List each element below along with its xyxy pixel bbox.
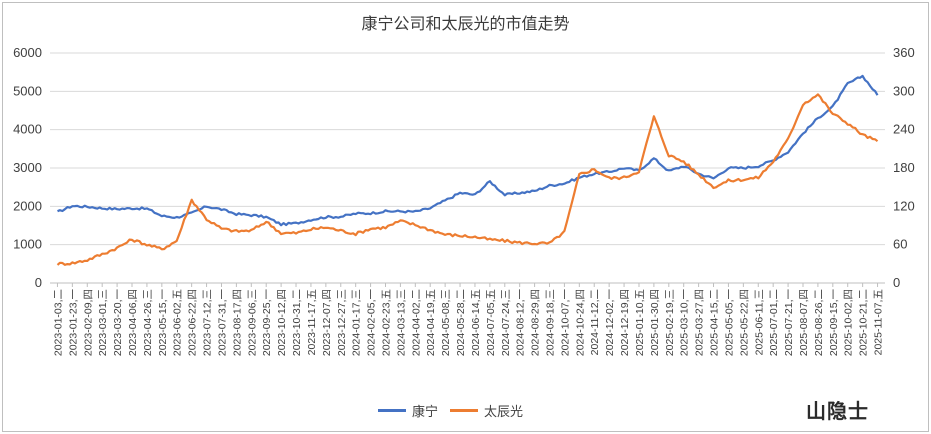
y-right-tick-label: 360 (893, 45, 915, 60)
x-tick-label: 2024-01-17,三 (351, 289, 363, 356)
x-tick-label: 2025-08-26,二 (813, 289, 825, 356)
y-right-tick-label: 180 (893, 160, 915, 175)
x-tick-label: 2023-11-17,五 (306, 289, 318, 355)
y-right-tick-label: 60 (893, 237, 907, 252)
x-tick-label: 2023-04-26,三 (142, 289, 154, 356)
x-tick-label: 2024-05-08,三 (440, 289, 452, 356)
x-tick-label: 2024-06-14,五 (470, 289, 482, 356)
legend-item-taichenguang: 太辰光 (450, 401, 523, 420)
legend: 康宁 太辰光 (378, 401, 523, 420)
x-tick-label: 2025-07-21,一 (783, 289, 795, 357)
x-tick-label: 2025-05-05,一 (723, 289, 735, 357)
x-axis: 2023-01-03,二 2023-01-23,一 2023-02-09,四 2023… (52, 289, 884, 357)
legend-swatch-taichenguang (450, 408, 479, 412)
legend-label-kangning: 康宁 (412, 404, 439, 420)
x-tick-label: 2025-03-10,一 (679, 289, 691, 357)
x-tick-label: 2025-09-15,一 (828, 289, 840, 357)
x-tick-label: 2023-01-03,二 (52, 289, 64, 356)
x-tick-label: 2024-12-02,一 (604, 289, 616, 357)
watermark-text: 山隐士 (806, 398, 869, 423)
y-right-tick-label: 300 (893, 83, 915, 98)
y-axis-right: 0 60 120 180 240 300 360 (893, 45, 915, 290)
y-left-tick-label: 4000 (13, 122, 42, 137)
x-tick-label: 2025-03-27,四 (694, 289, 706, 356)
x-tick-label: 2025-01-30,四 (649, 289, 661, 356)
x-tick-label: 2023-04-06,四 (127, 289, 139, 356)
x-tick-label: 2023-10-12,四 (276, 289, 288, 356)
y-left-tick-label: 1000 (13, 237, 42, 252)
x-tick-label: 2024-02-05,一 (366, 289, 378, 357)
x-tick-label: 2024-08-29,四 (530, 289, 542, 356)
legend-item-kangning: 康宁 (378, 401, 438, 420)
y-left-tick-label: 2000 (13, 198, 42, 213)
x-tick-label: 2024-08-12,一 (515, 289, 527, 357)
x-tick-label: 2023-06-02,五 (172, 289, 184, 356)
x-tick-label: 2025-02-19,三 (664, 289, 676, 356)
x-tick-label: 2023-09-25,一 (261, 289, 273, 357)
x-tick-label: 2023-05-15,一 (157, 289, 169, 357)
x-tick-label: 2024-05-28,二 (455, 289, 467, 356)
y-right-tick-label: 0 (893, 275, 900, 290)
x-tick-label: 2023-01-23,一 (67, 289, 79, 357)
x-tick-label: 2023-03-01,三 (97, 289, 109, 356)
series-layer (56, 74, 879, 266)
x-tick-label: 2024-02-23,五 (380, 289, 392, 356)
x-tick-label: 2023-10-31,二 (291, 289, 303, 356)
series-line-taichenguang (56, 93, 879, 266)
y-left-tick-label: 0 (35, 275, 42, 290)
y-left-tick-label: 5000 (13, 83, 42, 98)
x-tick-label: 2023-12-27,三 (336, 289, 348, 356)
x-tick-label: 2023-08-17,四 (231, 289, 243, 356)
x-tick-label: 2025-07-01,二 (768, 289, 780, 356)
x-tick-label: 2024-10-07,一 (559, 289, 571, 357)
watermark: 山隐士 (806, 398, 869, 423)
x-tick-label: 2025-10-02,四 (843, 289, 855, 356)
y-left-tick-label: 3000 (13, 160, 42, 175)
x-tick-label: 2024-12-19,四 (619, 289, 631, 356)
y-left-tick-label: 6000 (13, 45, 42, 60)
x-tick-label: 2023-07-12,三 (202, 289, 214, 356)
x-tick-label: 2023-06-22,四 (187, 289, 199, 356)
x-tick-label: 2025-01-10,五 (634, 289, 646, 356)
x-tick-label: 2025-10-21,二 (858, 289, 870, 356)
series-line-kangning (57, 74, 879, 227)
x-tick-label: 2023-09-06,三 (246, 289, 258, 356)
y-right-tick-label: 120 (893, 198, 915, 213)
x-tick-label: 2024-07-24,三 (500, 289, 512, 356)
x-tick-label: 2025-05-22,四 (738, 289, 750, 356)
x-tick-label: 2023-12-07,四 (321, 289, 333, 356)
x-tick-label: 2024-04-19,五 (425, 289, 437, 356)
x-tick-label: 2024-07-05,五 (485, 289, 497, 356)
x-tick-label: 2024-03-13,三 (395, 289, 407, 356)
grid-layer (50, 52, 885, 287)
x-tick-label: 2024-11-12,二 (589, 289, 601, 355)
x-tick-label: 2025-06-11,三 (753, 289, 765, 355)
x-tick-label: 2023-02-09,四 (82, 289, 94, 356)
x-tick-label: 2023-03-20,一 (112, 289, 124, 357)
y-right-tick-label: 240 (893, 122, 915, 137)
x-tick-label: 2025-08-07,四 (798, 289, 810, 356)
x-tick-label: 2024-10-24,四 (574, 289, 586, 356)
legend-label-taichenguang: 太辰光 (484, 404, 524, 420)
chart-title: 康宁公司和太辰光的市值走势 (361, 14, 570, 33)
x-tick-label: 2024-09-18,三 (545, 289, 557, 356)
x-tick-label: 2025-04-15,二 (709, 289, 721, 356)
x-tick-label: 2023-07-31,一 (216, 289, 228, 357)
x-tick-label: 2024-04-02,二 (410, 289, 422, 356)
x-tick-label: 2025-11-07,五 (873, 289, 885, 355)
y-axis-left: 0 1000 2000 3000 4000 5000 6000 (13, 45, 42, 290)
legend-swatch-kangning (378, 408, 406, 412)
